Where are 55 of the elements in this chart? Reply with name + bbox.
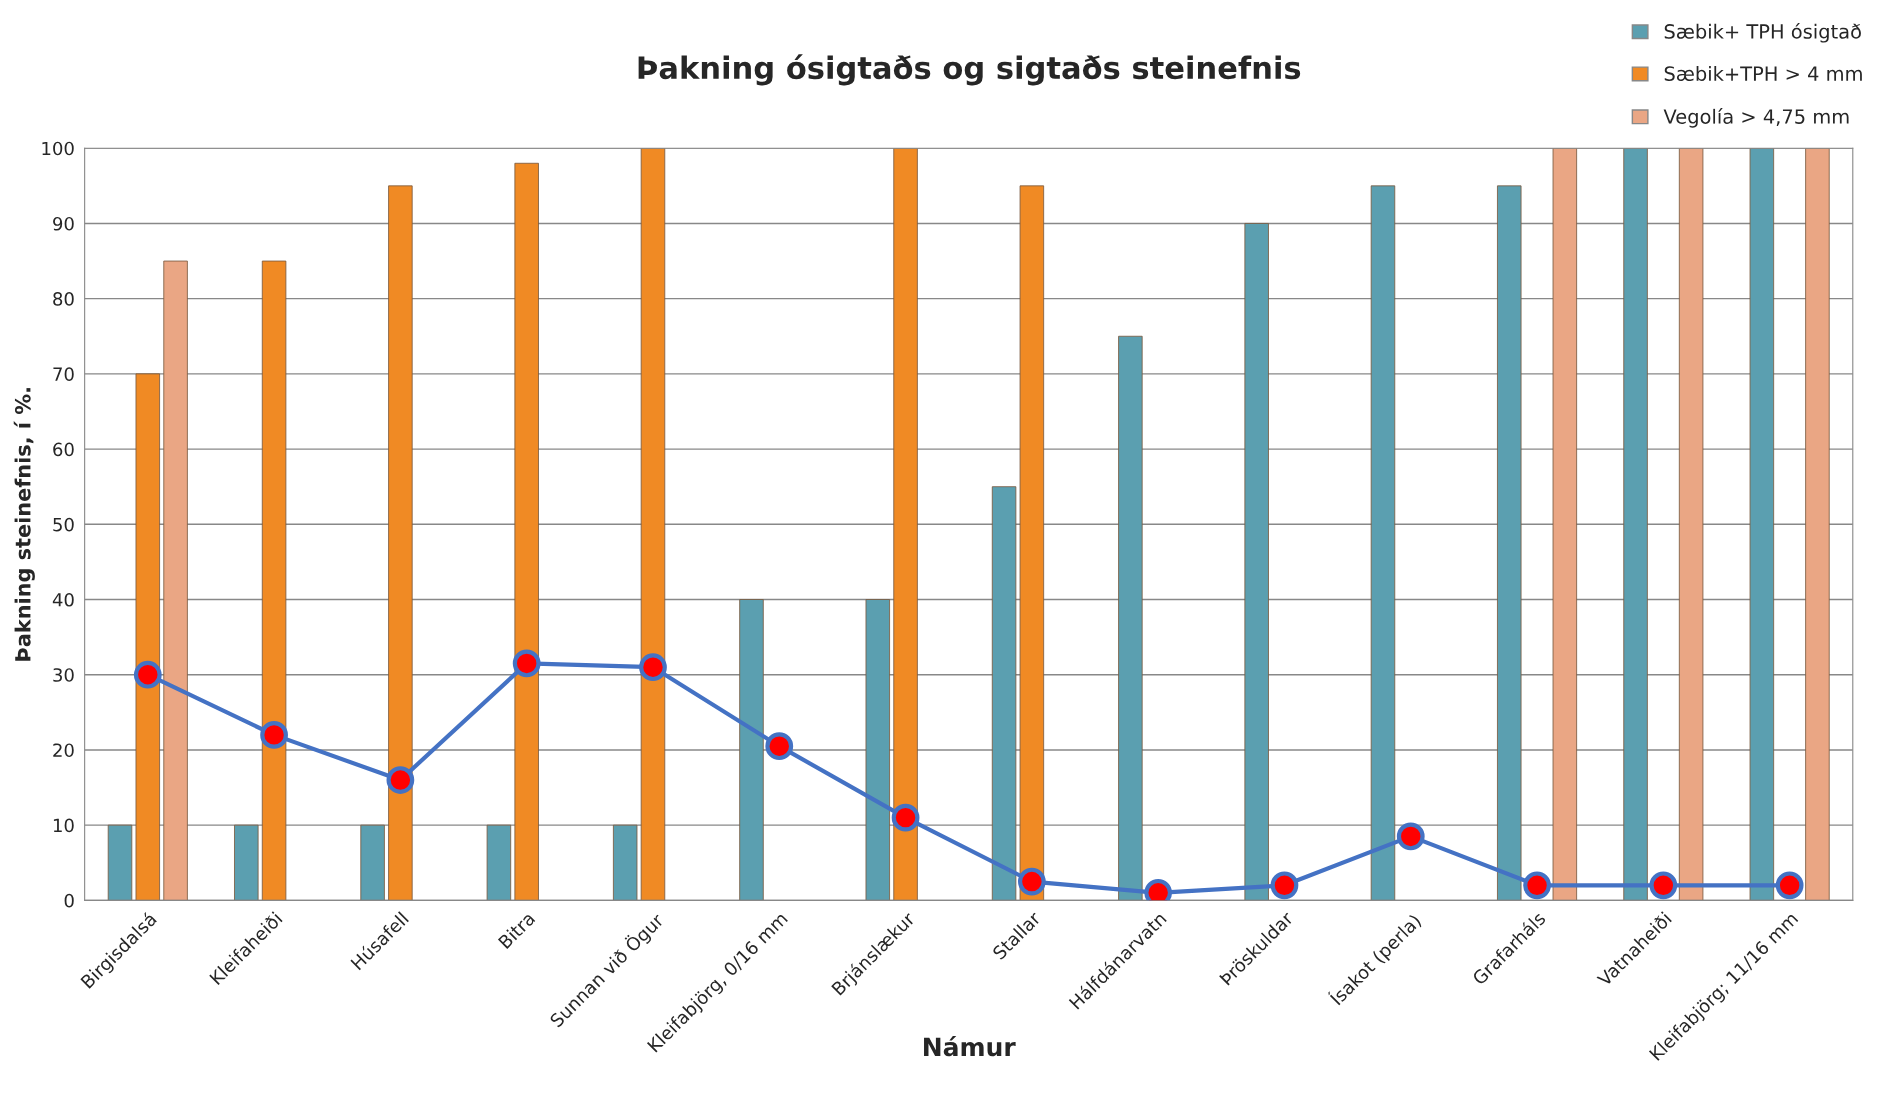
bar <box>1019 185 1045 901</box>
bar <box>640 148 666 901</box>
y-tick-label: 100 <box>42 141 74 156</box>
bar <box>739 599 764 901</box>
point <box>639 653 667 682</box>
point <box>1523 871 1551 900</box>
bar <box>1370 185 1396 901</box>
bar <box>261 260 287 901</box>
point <box>1396 822 1425 851</box>
bar <box>107 824 133 901</box>
bar <box>1749 148 1775 901</box>
bar <box>234 824 259 901</box>
bar <box>388 185 413 901</box>
y-tick-label: 0 <box>64 893 74 908</box>
point <box>386 766 415 794</box>
bar <box>991 486 1017 901</box>
point <box>1649 871 1678 900</box>
point <box>765 732 794 761</box>
y-axis-title: Þakning steinefnis, í %. <box>13 388 35 661</box>
point <box>512 649 541 678</box>
bar <box>893 148 918 901</box>
y-tick-label: 70 <box>53 367 74 381</box>
bar <box>1805 148 1830 901</box>
bar <box>163 260 188 901</box>
bar <box>1552 148 1578 901</box>
legend-label: Vegolía > 4,75 mm <box>1663 108 1849 128</box>
chart-title: Þakning ósigtaðs og sigtaðs steinefnis <box>638 54 1301 86</box>
y-tick-label: 10 <box>53 818 74 833</box>
point <box>133 660 162 689</box>
bar <box>865 599 891 901</box>
y-tick-label: 60 <box>53 442 74 457</box>
bar <box>135 373 161 901</box>
bar <box>612 824 638 901</box>
bar <box>1497 185 1522 901</box>
bar <box>514 162 539 901</box>
point <box>1270 871 1299 900</box>
bar <box>1623 148 1648 901</box>
point <box>1017 867 1046 896</box>
bar <box>1244 223 1269 901</box>
bar <box>360 824 385 901</box>
y-tick-label: 20 <box>53 743 74 758</box>
bar <box>1118 335 1143 901</box>
legend-label: Sæbik+ TPH ósigtað <box>1664 22 1861 43</box>
x-axis-title: Námur <box>924 1035 1016 1057</box>
y-tick-label: 90 <box>53 216 74 231</box>
y-tick-label: 30 <box>53 668 74 682</box>
point <box>260 721 288 749</box>
point <box>1775 871 1804 900</box>
bar <box>486 824 512 901</box>
y-tick-label: 50 <box>53 517 74 532</box>
y-tick-label: 40 <box>52 592 74 607</box>
legend-label: Sæbik+TPH > 4 mm <box>1664 65 1862 81</box>
bar <box>1678 148 1704 901</box>
y-tick-label: 80 <box>53 292 74 306</box>
point <box>891 803 920 832</box>
